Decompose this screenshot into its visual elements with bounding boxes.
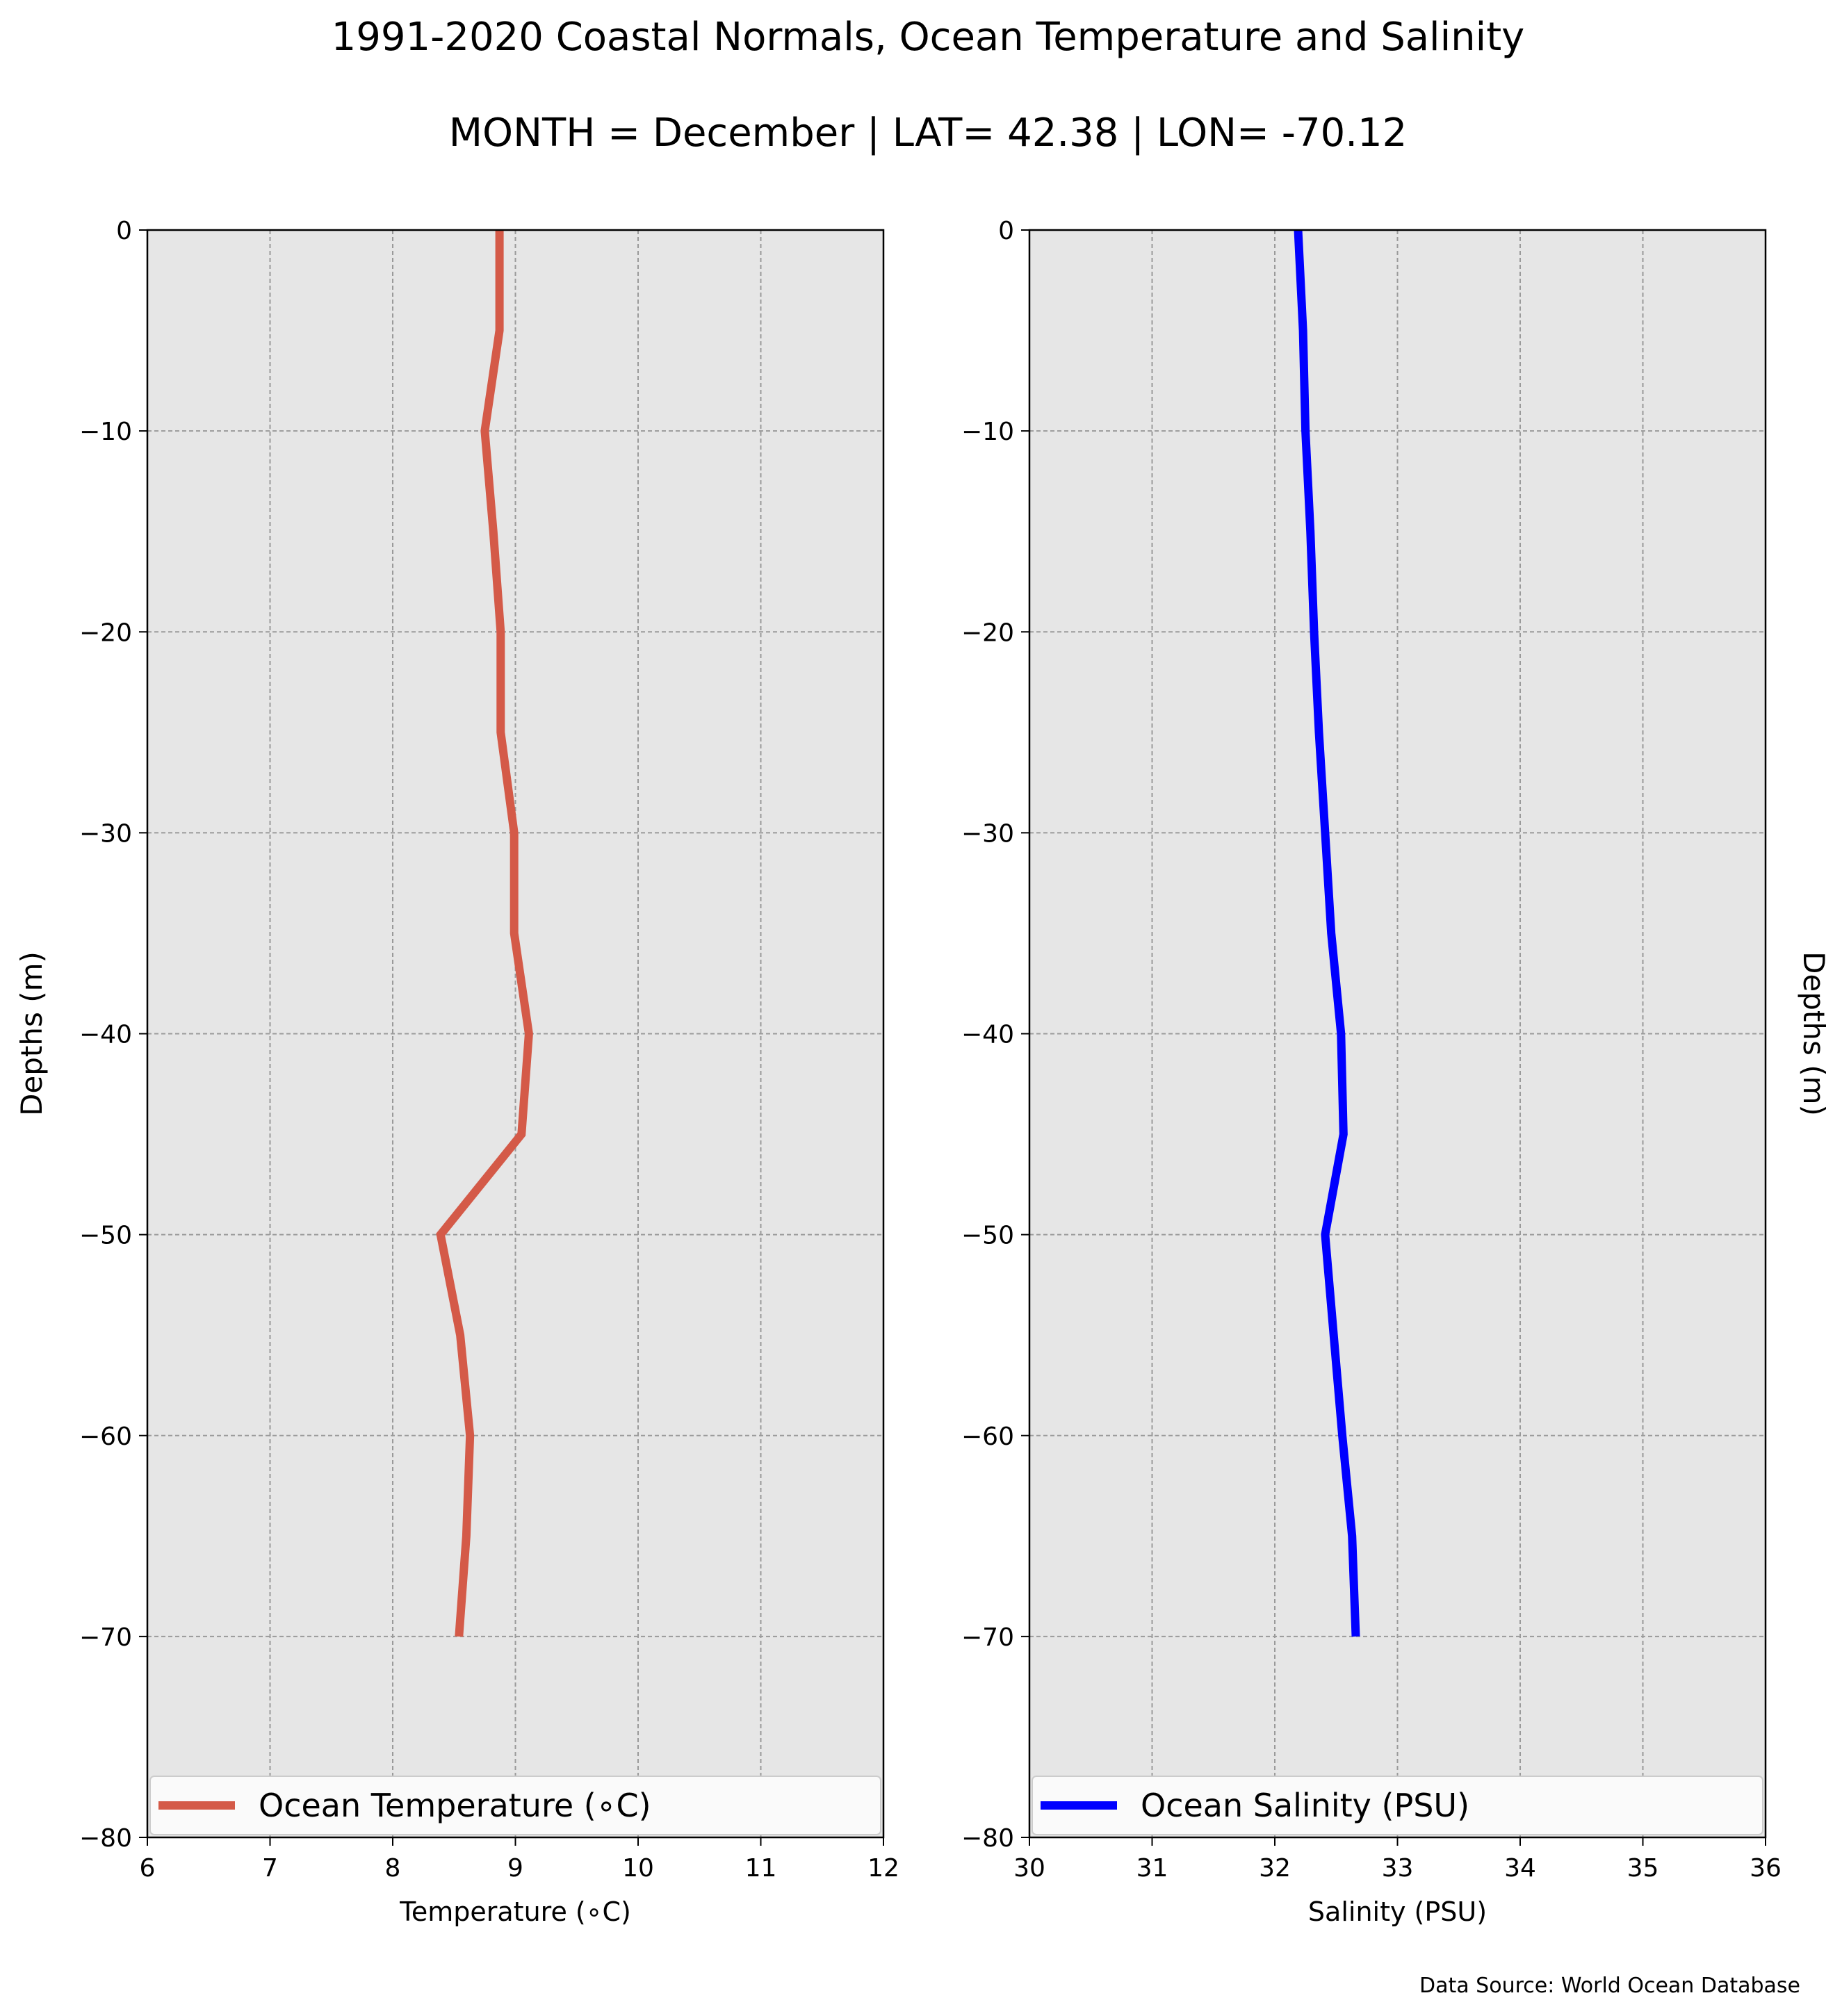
salinity-x-tick-label: 33 bbox=[1382, 1854, 1414, 1883]
temperature-panel: Ocean Temperature (∘C) 6 7 8 9 10 11 12 0 −10 −20 −… bbox=[15, 217, 899, 1927]
temperature-y-tick-label: −50 bbox=[79, 1222, 132, 1250]
temperature-x-tick-label: 7 bbox=[262, 1854, 278, 1883]
salinity-y-tick-label: −40 bbox=[961, 1021, 1014, 1049]
salinity-x-tick-label: 30 bbox=[1013, 1854, 1045, 1883]
salinity-x-tick-label: 36 bbox=[1750, 1854, 1782, 1883]
temperature-y-tick-label: −60 bbox=[79, 1423, 132, 1451]
temperature-y-tick-label: −80 bbox=[79, 1824, 132, 1853]
salinity-legend-label: Ocean Salinity (PSU) bbox=[1141, 1787, 1469, 1824]
temperature-y-axis-label: Depths (m) bbox=[15, 951, 49, 1116]
temperature-x-tick-label: 12 bbox=[867, 1854, 899, 1883]
chart-subtitle: MONTH = December | LAT= 42.38 | LON= -70… bbox=[449, 110, 1408, 156]
salinity-legend: Ocean Salinity (PSU) bbox=[1032, 1776, 1763, 1835]
temperature-y-tick-label: 0 bbox=[116, 217, 132, 245]
salinity-x-axis-label: Salinity (PSU) bbox=[1308, 1896, 1487, 1927]
temperature-x-tick-label: 8 bbox=[385, 1854, 401, 1883]
data-source-note: Data Source: World Ocean Database bbox=[1419, 1974, 1800, 1998]
salinity-x-tick-label: 31 bbox=[1136, 1854, 1168, 1883]
temperature-x-tick-label: 6 bbox=[140, 1854, 156, 1883]
salinity-y-tick-label: −70 bbox=[961, 1623, 1014, 1652]
temperature-y-tick-label: −20 bbox=[79, 618, 132, 647]
salinity-panel: Ocean Salinity (PSU) 30 31 32 33 34 35 36 0 −10 −2… bbox=[961, 217, 1831, 1927]
chart-title: 1991-2020 Coastal Normals, Ocean Tempera… bbox=[332, 15, 1525, 60]
salinity-y-axis-label: Depths (m) bbox=[1797, 951, 1831, 1116]
temperature-x-tick-label: 11 bbox=[745, 1854, 777, 1883]
salinity-y-tick-label: −20 bbox=[961, 618, 1014, 647]
salinity-series-line bbox=[1294, 229, 1360, 1637]
salinity-x-tick-label: 34 bbox=[1504, 1854, 1536, 1883]
salinity-y-tick-label: 0 bbox=[998, 217, 1014, 245]
salinity-legend-box bbox=[1032, 1776, 1763, 1835]
salinity-x-tick-label: 32 bbox=[1259, 1854, 1291, 1883]
temperature-y-tick-label: −40 bbox=[79, 1021, 132, 1049]
salinity-y-tick-label: −30 bbox=[961, 819, 1014, 848]
salinity-y-tick-label: −50 bbox=[961, 1222, 1014, 1250]
temperature-x-tick-label: 9 bbox=[507, 1854, 523, 1883]
salinity-y-tick-label: −10 bbox=[961, 418, 1014, 446]
salinity-y-tick-label: −60 bbox=[961, 1423, 1014, 1451]
temperature-x-axis-label: Temperature (∘C) bbox=[399, 1896, 631, 1927]
temperature-x-tick-label: 10 bbox=[622, 1854, 654, 1883]
temperature-y-tick-label: −30 bbox=[79, 819, 132, 848]
temperature-legend-label: Ocean Temperature (∘C) bbox=[259, 1787, 651, 1824]
salinity-y-tick-label: −80 bbox=[961, 1824, 1014, 1853]
temperature-legend-box bbox=[149, 1776, 881, 1835]
temperature-series-line bbox=[436, 230, 533, 1637]
salinity-x-tick-label: 35 bbox=[1627, 1854, 1659, 1883]
temperature-y-tick-label: −10 bbox=[79, 418, 132, 446]
temperature-legend: Ocean Temperature (∘C) bbox=[149, 1776, 881, 1835]
temperature-y-tick-label: −70 bbox=[79, 1623, 132, 1652]
